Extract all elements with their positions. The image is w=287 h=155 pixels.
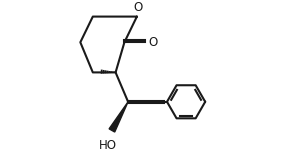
Text: HO: HO <box>99 139 117 152</box>
Text: O: O <box>148 36 157 49</box>
Text: O: O <box>134 1 143 14</box>
Polygon shape <box>109 102 128 132</box>
